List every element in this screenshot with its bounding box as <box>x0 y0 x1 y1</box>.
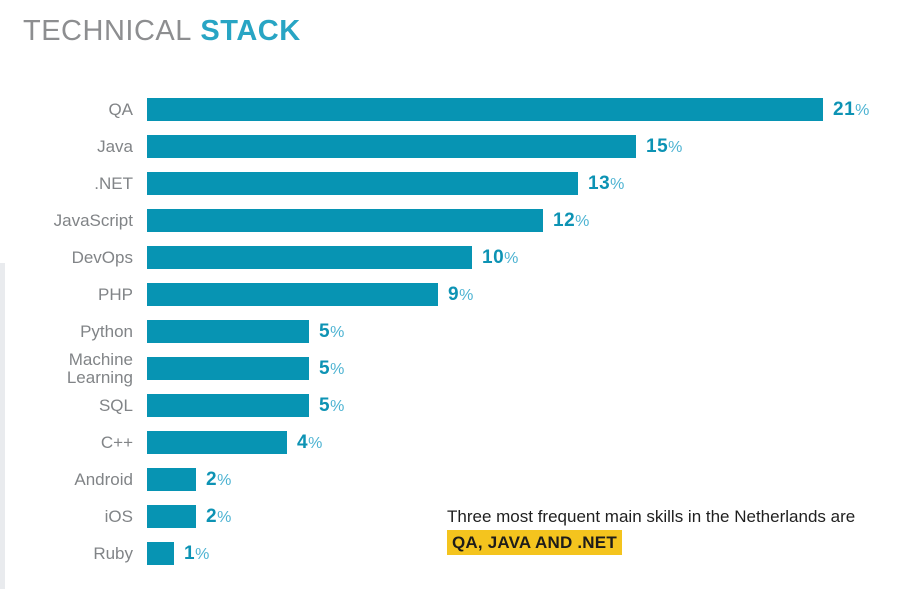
percent-sign: % <box>330 397 345 415</box>
value-number: 9 <box>448 283 460 305</box>
value-label: 5% <box>319 321 344 343</box>
chart-row: iOS 2% <box>0 498 899 535</box>
value-label: 10% <box>482 247 518 269</box>
chart-row: QA 21% <box>0 91 899 128</box>
percent-sign: % <box>195 545 210 563</box>
percent-sign: % <box>610 175 625 193</box>
chart-row: C++ 4% <box>0 424 899 461</box>
bar <box>147 320 309 343</box>
annotation-highlight: QA, JAVA AND .NET <box>447 530 622 555</box>
percent-sign: % <box>459 286 474 304</box>
category-label: Machine Learning <box>66 349 133 387</box>
window-edge-strip <box>0 263 5 589</box>
percent-sign: % <box>217 471 232 489</box>
value-label: 12% <box>553 210 589 232</box>
percent-sign: % <box>308 434 323 452</box>
percent-sign: % <box>330 360 345 378</box>
page-title-bold: STACK <box>200 15 301 47</box>
percent-sign: % <box>330 323 345 341</box>
value-label: 4% <box>297 432 322 454</box>
percent-sign: % <box>504 249 519 267</box>
value-number: 21 <box>833 98 856 120</box>
category-label: Android <box>74 469 133 489</box>
chart-row: Python 5% <box>0 313 899 350</box>
value-label: 5% <box>319 358 344 380</box>
value-number: 10 <box>482 246 505 268</box>
value-label: 5% <box>319 395 344 417</box>
bar <box>147 394 309 417</box>
bar <box>147 209 543 232</box>
value-label: 2% <box>206 469 231 491</box>
category-label: iOS <box>104 506 133 526</box>
horizontal-bar-chart: QA 21% Java 15% .NET 13% JavaScript 12% DevOps 10… <box>0 91 899 572</box>
value-number: 5 <box>319 394 331 416</box>
value-label: 21% <box>833 99 869 121</box>
bar <box>147 468 196 491</box>
chart-row: JavaScript 12% <box>0 202 899 239</box>
percent-sign: % <box>575 212 590 230</box>
value-number: 12 <box>553 209 576 231</box>
percent-sign: % <box>855 101 870 119</box>
value-label: 1% <box>184 543 209 565</box>
page-title-normal: TECHNICAL <box>23 15 192 47</box>
page-title: TECHNICAL STACK <box>23 15 301 48</box>
chart-row: SQL 5% <box>0 387 899 424</box>
value-number: 2 <box>206 468 218 490</box>
bar <box>147 542 174 565</box>
value-number: 13 <box>588 172 611 194</box>
bar <box>147 135 636 158</box>
bar <box>147 431 287 454</box>
category-label: DevOps <box>71 247 133 267</box>
value-number: 5 <box>319 320 331 342</box>
percent-sign: % <box>668 138 683 156</box>
category-label: Java <box>97 136 133 156</box>
percent-sign: % <box>217 508 232 526</box>
chart-row: Android 2% <box>0 461 899 498</box>
category-label: .NET <box>94 173 133 193</box>
annotation: Three most frequent main skills in the N… <box>447 504 861 556</box>
bar <box>147 98 823 121</box>
chart-row: DevOps 10% <box>0 239 899 276</box>
value-label: 13% <box>588 173 624 195</box>
value-label: 2% <box>206 506 231 528</box>
category-label: SQL <box>98 395 133 415</box>
category-label: Python <box>80 321 133 341</box>
bar <box>147 246 472 269</box>
value-label: 9% <box>448 284 473 306</box>
category-label: QA <box>108 99 133 119</box>
value-number: 5 <box>319 357 331 379</box>
bar <box>147 172 578 195</box>
chart-row: Machine Learning 5% <box>0 350 899 387</box>
category-label: C++ <box>100 432 133 452</box>
category-label: Ruby <box>93 543 133 563</box>
chart-row: Ruby 1% <box>0 535 899 572</box>
bar <box>147 505 196 528</box>
category-label: JavaScript <box>53 210 133 230</box>
category-label: PHP <box>98 284 133 304</box>
value-label: 15% <box>646 136 682 158</box>
chart-row: Java 15% <box>0 128 899 165</box>
annotation-text: Three most frequent main skills in the N… <box>447 507 856 526</box>
value-number: 1 <box>184 542 196 564</box>
value-number: 2 <box>206 505 218 527</box>
value-number: 4 <box>297 431 309 453</box>
bar <box>147 357 309 380</box>
chart-row: .NET 13% <box>0 165 899 202</box>
bar <box>147 283 438 306</box>
chart-row: PHP 9% <box>0 276 899 313</box>
value-number: 15 <box>646 135 669 157</box>
